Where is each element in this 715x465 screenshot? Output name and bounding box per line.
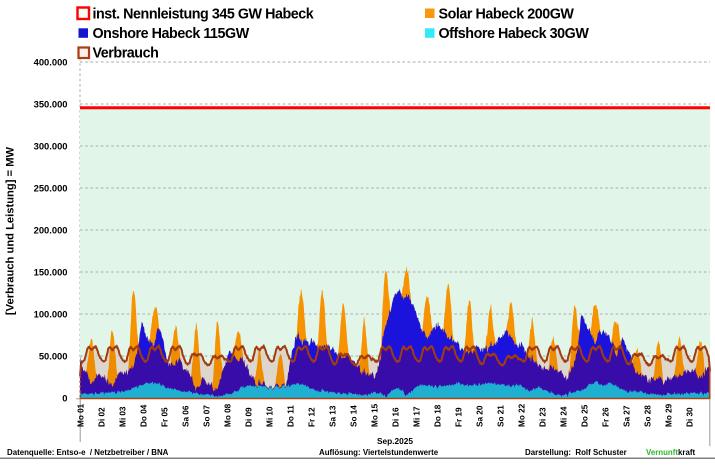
svg-text:Sa 27: Sa 27 bbox=[623, 405, 632, 427]
svg-text:Sa 13: Sa 13 bbox=[329, 405, 338, 427]
svg-text:Auflösung: Viertelstundenwerte: Auflösung: Viertelstundenwerte bbox=[319, 448, 439, 457]
svg-text:Mi 10: Mi 10 bbox=[266, 406, 275, 427]
svg-text:Fr 19: Fr 19 bbox=[455, 407, 464, 427]
svg-text:Di 30: Di 30 bbox=[686, 407, 695, 427]
svg-text:Sa 20: Sa 20 bbox=[476, 405, 485, 427]
svg-text:Mi 03: Mi 03 bbox=[119, 406, 128, 427]
svg-text:So 14: So 14 bbox=[350, 405, 359, 427]
svg-text:So 07: So 07 bbox=[203, 405, 212, 427]
svg-text:Fr 26: Fr 26 bbox=[602, 407, 611, 427]
svg-text:Mi 17: Mi 17 bbox=[413, 406, 422, 427]
svg-text:Verbrauch: Verbrauch bbox=[93, 45, 159, 61]
svg-text:Sa 06: Sa 06 bbox=[182, 405, 191, 427]
svg-text:So 28: So 28 bbox=[644, 405, 653, 427]
svg-text:Di 16: Di 16 bbox=[392, 407, 401, 427]
svg-text:Mi 24: Mi 24 bbox=[560, 406, 569, 427]
svg-text:Datenquelle: Entso-e / Netzbe: Datenquelle: Entso-e / Netzbetreiber / B… bbox=[7, 448, 169, 457]
svg-text:150.000: 150.000 bbox=[34, 266, 68, 277]
svg-text:250.000: 250.000 bbox=[34, 182, 68, 193]
svg-text:Mo 15: Mo 15 bbox=[371, 403, 380, 427]
svg-text:Mo 01: Mo 01 bbox=[77, 403, 86, 427]
svg-text:Mo 22: Mo 22 bbox=[518, 403, 527, 427]
svg-text:300.000: 300.000 bbox=[34, 140, 68, 151]
svg-text:inst. Nennleistung 345 GW Habe: inst. Nennleistung 345 GW Habeck bbox=[93, 7, 314, 23]
svg-text:Darstellung: Rolf Schuster: Darstellung: Rolf Schuster bbox=[525, 448, 627, 457]
svg-text:Do 18: Do 18 bbox=[434, 404, 443, 427]
svg-text:0: 0 bbox=[62, 392, 67, 403]
svg-text:[Verbrauch und Leistung] = MW: [Verbrauch und Leistung] = MW bbox=[5, 147, 17, 316]
svg-text:Onshore Habeck 115GW: Onshore Habeck 115GW bbox=[93, 26, 250, 42]
svg-text:Do 11: Do 11 bbox=[287, 405, 296, 427]
svg-text:Fr 05: Fr 05 bbox=[161, 407, 170, 427]
svg-text:Do 04: Do 04 bbox=[140, 404, 149, 427]
svg-text:Solar Habeck 200GW: Solar Habeck 200GW bbox=[439, 7, 575, 23]
svg-text:350.000: 350.000 bbox=[34, 98, 68, 109]
svg-text:Do 25: Do 25 bbox=[581, 404, 590, 427]
svg-text:Offshore Habeck 30GW: Offshore Habeck 30GW bbox=[439, 26, 590, 42]
svg-text:Di 09: Di 09 bbox=[245, 407, 254, 427]
svg-text:Mo 08: Mo 08 bbox=[224, 403, 233, 427]
svg-text:Di 23: Di 23 bbox=[539, 407, 548, 427]
svg-text:Mo 29: Mo 29 bbox=[665, 403, 674, 427]
svg-text:Fr 12: Fr 12 bbox=[308, 407, 317, 427]
svg-text:So 21: So 21 bbox=[497, 405, 506, 427]
svg-text:200.000: 200.000 bbox=[34, 224, 68, 235]
svg-text:Sep.2025: Sep.2025 bbox=[377, 436, 413, 446]
svg-text:100.000: 100.000 bbox=[34, 308, 68, 319]
svg-text:Di 02: Di 02 bbox=[98, 407, 107, 427]
svg-text:50.000: 50.000 bbox=[39, 350, 68, 361]
svg-text:Vernunftkraft: Vernunftkraft bbox=[646, 448, 695, 457]
svg-text:400.000: 400.000 bbox=[34, 56, 68, 67]
